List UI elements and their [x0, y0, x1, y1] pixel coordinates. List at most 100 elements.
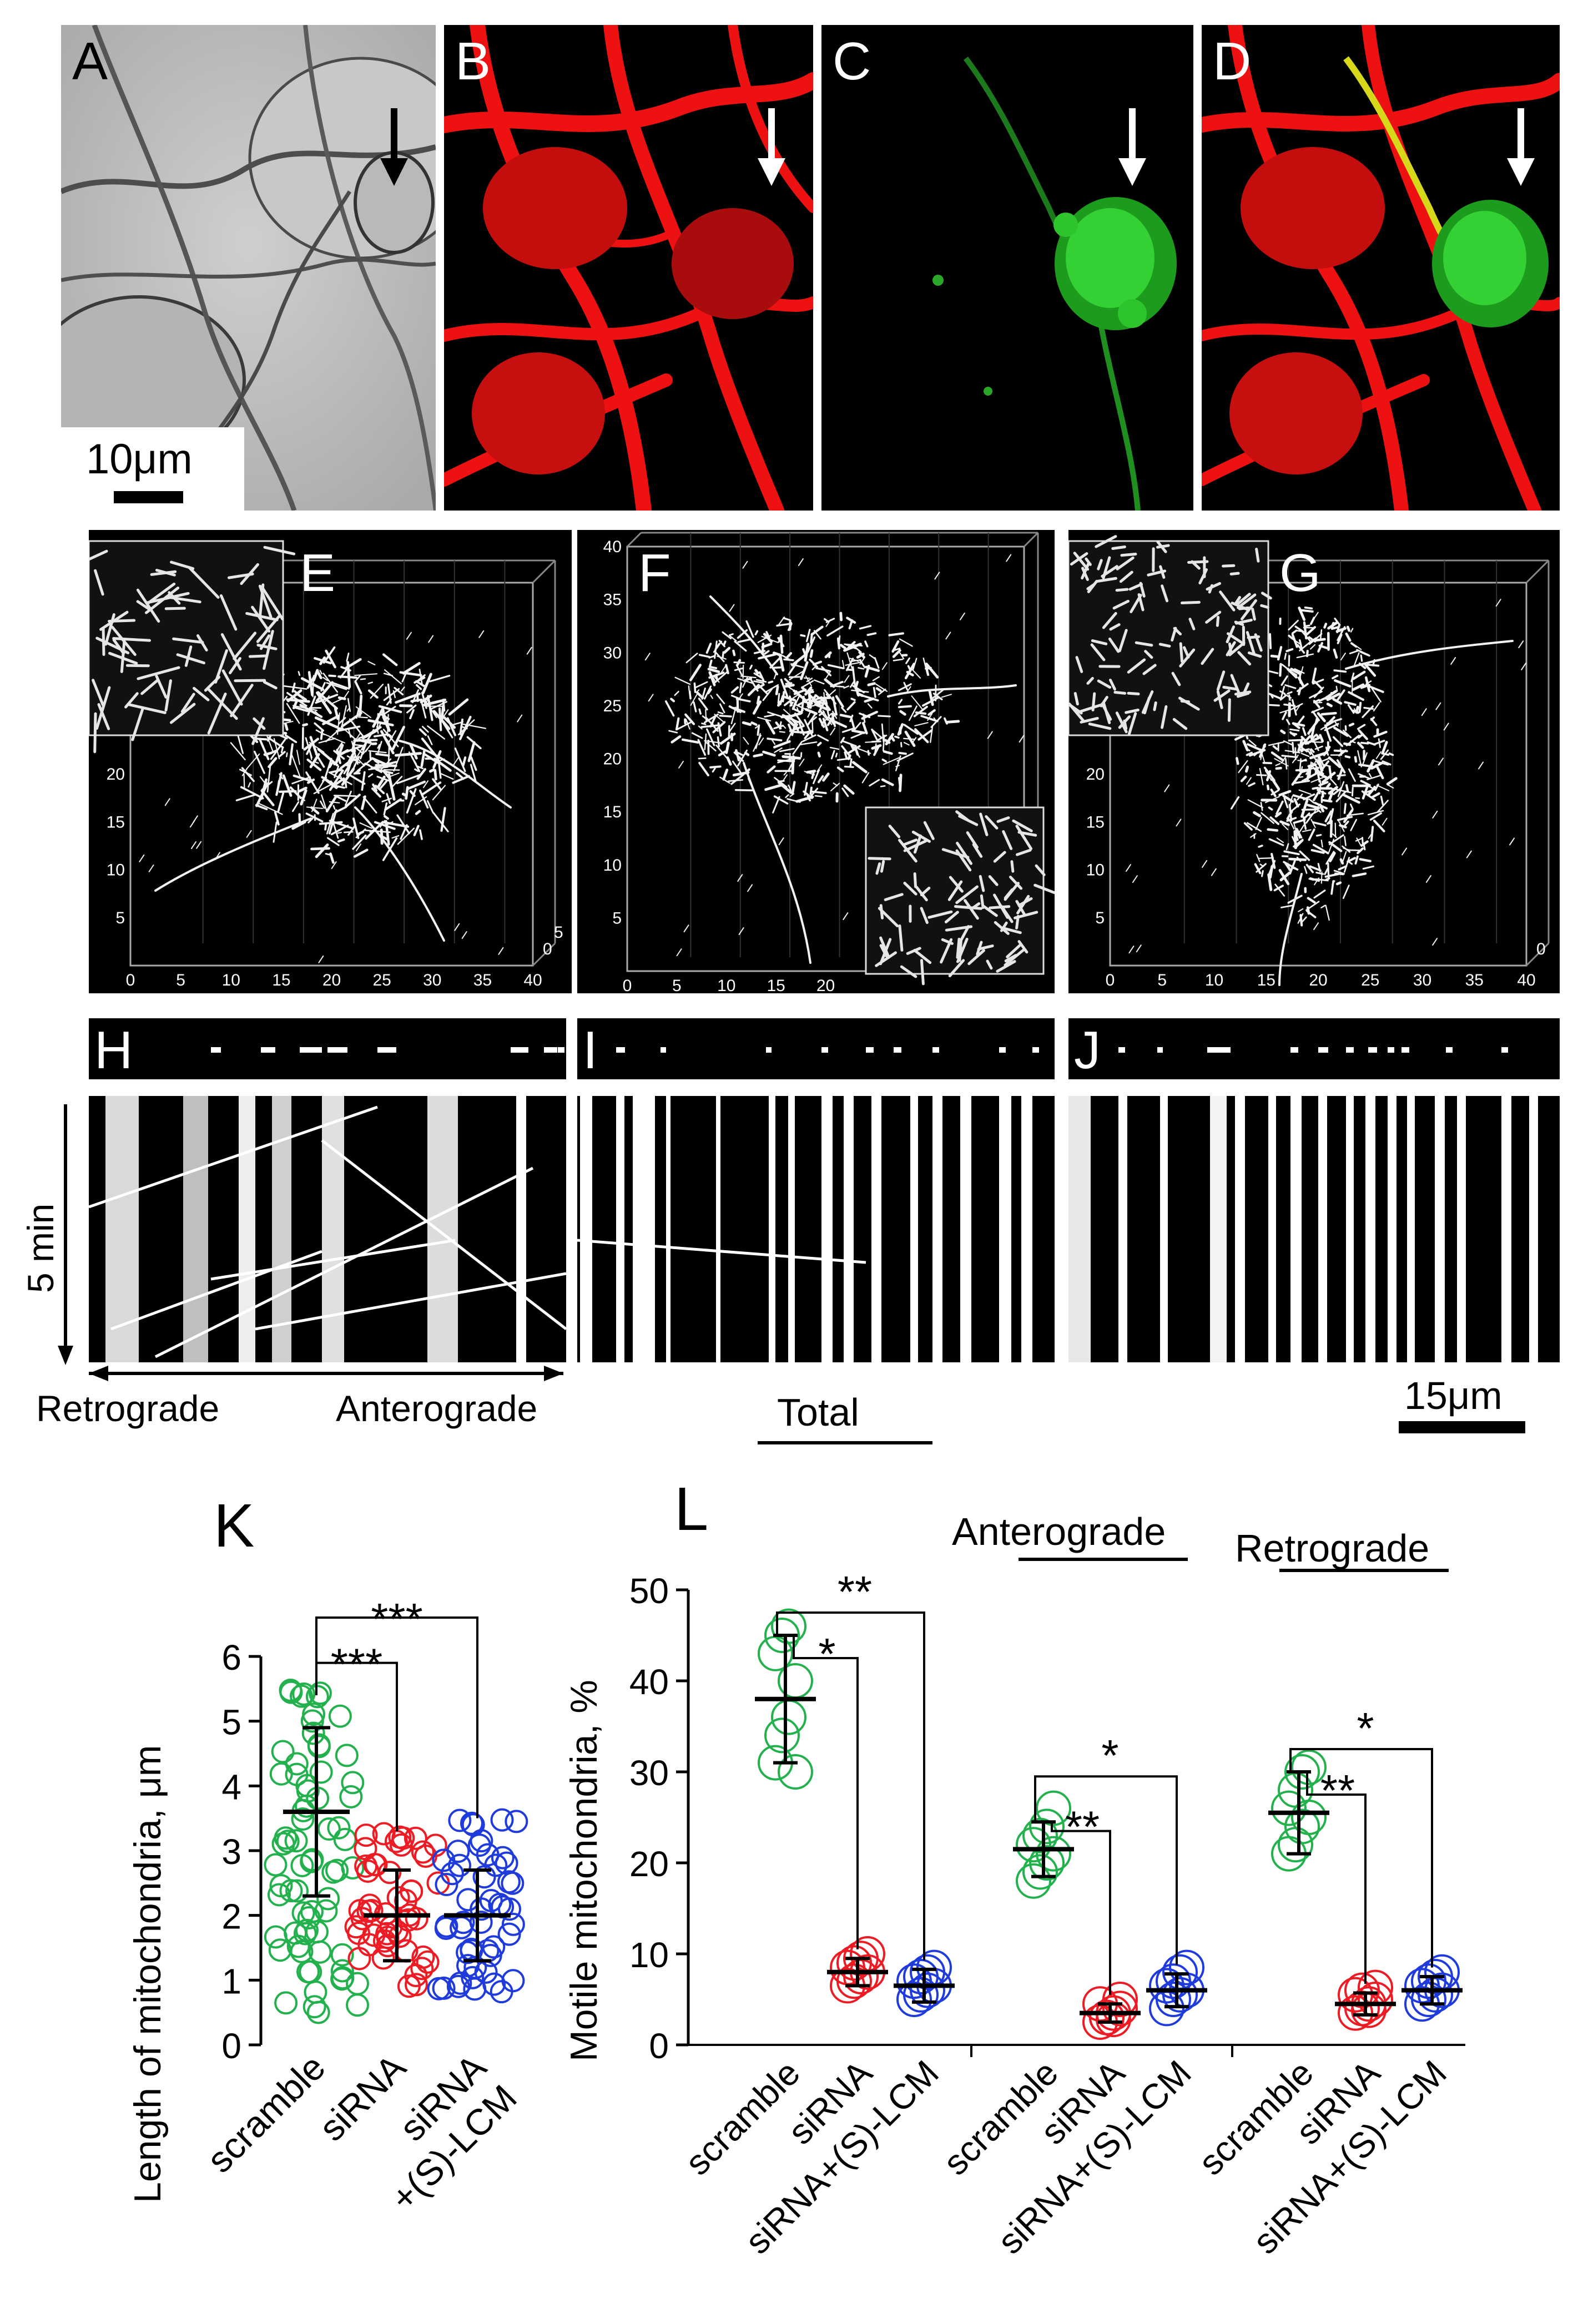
mitochondrion	[816, 764, 823, 772]
k-data-point	[404, 1826, 427, 1850]
stationary-track	[1290, 1096, 1302, 1362]
mitochondrion-dot	[616, 1047, 625, 1053]
mitochondrion	[858, 651, 865, 659]
inset-mitochondrion	[1180, 600, 1201, 605]
inset-mitochondrion	[228, 656, 241, 675]
mitochondrion	[454, 747, 466, 772]
mitochondrion	[747, 684, 760, 696]
mitochondrion	[427, 735, 433, 745]
inset-mitochondrion	[95, 686, 111, 730]
mitochondrion	[347, 698, 351, 712]
k-y-tick-label: 2	[221, 1897, 241, 1937]
mitochondrion	[381, 711, 391, 732]
y-tick-label: 15	[603, 803, 622, 821]
mitochondrion	[1324, 690, 1338, 700]
mitochondrion	[291, 683, 296, 693]
inset-mitochondrion	[1035, 864, 1046, 876]
inset-mitochondrion	[92, 679, 105, 708]
mitochondrion	[1329, 852, 1336, 862]
l-significance-bracket	[1034, 1775, 1178, 1965]
mitochondrion	[722, 769, 729, 781]
stationary-track	[769, 1096, 775, 1362]
mitochondrion	[309, 749, 312, 760]
inset-mitochondrion	[1251, 608, 1256, 621]
mitochondrion	[1288, 857, 1307, 861]
mitochondrion	[690, 694, 698, 706]
mitochondrion	[715, 744, 727, 759]
k-significance-label: ***	[371, 1594, 422, 1644]
mitochondrion	[851, 729, 865, 734]
k-data-point	[285, 1879, 309, 1903]
mitochondrion	[322, 676, 329, 681]
mitochondrion	[1375, 764, 1384, 780]
mitochondrion	[1293, 798, 1299, 808]
mitochondrion	[698, 757, 707, 760]
mitochondrion	[1466, 850, 1472, 858]
mitochondrion	[698, 654, 710, 658]
mitochondrion	[368, 750, 387, 754]
mitochondrion	[1304, 624, 1310, 628]
mitochondrion	[698, 761, 709, 776]
k-data-point	[435, 1873, 458, 1897]
mitochondrion	[881, 723, 885, 742]
k-data-point	[264, 1853, 288, 1877]
mitochondrion	[359, 822, 373, 829]
y-tick-label: 5	[1095, 909, 1105, 927]
l-data-point	[1291, 1749, 1327, 1785]
mitochondrion	[1371, 792, 1380, 799]
mitochondrion	[1325, 905, 1330, 921]
mitochondrion	[1333, 787, 1342, 795]
y-tick-label: 5	[115, 909, 125, 927]
inset-mitochondrion	[146, 582, 176, 605]
k-data-point	[279, 1680, 303, 1704]
mitochondrion	[1292, 741, 1295, 754]
mitochondrion	[1282, 711, 1287, 720]
inset-mitochondrion	[1009, 876, 1023, 890]
mitochondrion	[1287, 816, 1295, 830]
mitochondrion	[739, 682, 743, 694]
k-data-point	[347, 1947, 371, 1971]
inset-mitochondrion	[258, 584, 273, 619]
mitochondrion	[1335, 881, 1342, 886]
z-tick-label: 0	[543, 940, 552, 958]
k-y-tick-label: 4	[221, 1767, 241, 1807]
mitochondrion	[1300, 735, 1309, 745]
mitochondrion	[747, 884, 753, 892]
mitochondrion	[1258, 845, 1263, 848]
k-data-point	[307, 1735, 331, 1759]
inset-mitochondrion	[180, 693, 195, 713]
mitochondrion-dot	[1290, 1047, 1298, 1053]
k-data-point	[400, 1879, 424, 1903]
l-group-title-anterograde: Anterograde	[952, 1510, 1166, 1553]
mitochondrion	[1318, 644, 1328, 649]
mitochondrion	[365, 744, 371, 752]
mitochondrion	[1326, 693, 1341, 701]
mitochondrion	[386, 793, 391, 805]
inset-mitochondrion	[970, 902, 981, 911]
mitochondrion	[788, 754, 791, 761]
mitochondrion	[1253, 811, 1262, 817]
x-tick-label: 20	[322, 971, 341, 989]
inset-mitochondrion	[1143, 696, 1151, 715]
mitochondrion	[1376, 784, 1390, 791]
inset-mitochondrion	[1237, 593, 1251, 605]
panel-k-label: K	[214, 1492, 255, 1560]
mitochondrion	[691, 732, 703, 739]
inset-mitochondrion	[949, 876, 964, 893]
mitochondrion	[1355, 705, 1359, 714]
mitochondrion	[843, 912, 849, 921]
mitochondrion	[1362, 705, 1374, 718]
mitochondrion	[800, 695, 805, 714]
mitochondrion	[810, 716, 817, 723]
mitochondrion	[1300, 752, 1310, 757]
mitochondrion	[426, 800, 434, 814]
mitochondrion	[1370, 716, 1375, 721]
mitochondrion	[1342, 885, 1350, 900]
stationary-track	[1529, 1096, 1538, 1362]
inset-mitochondrion	[1127, 658, 1146, 674]
mitochondrion	[925, 662, 939, 679]
inset-mitochondrion	[1111, 545, 1126, 550]
mitochondrion	[377, 723, 381, 730]
